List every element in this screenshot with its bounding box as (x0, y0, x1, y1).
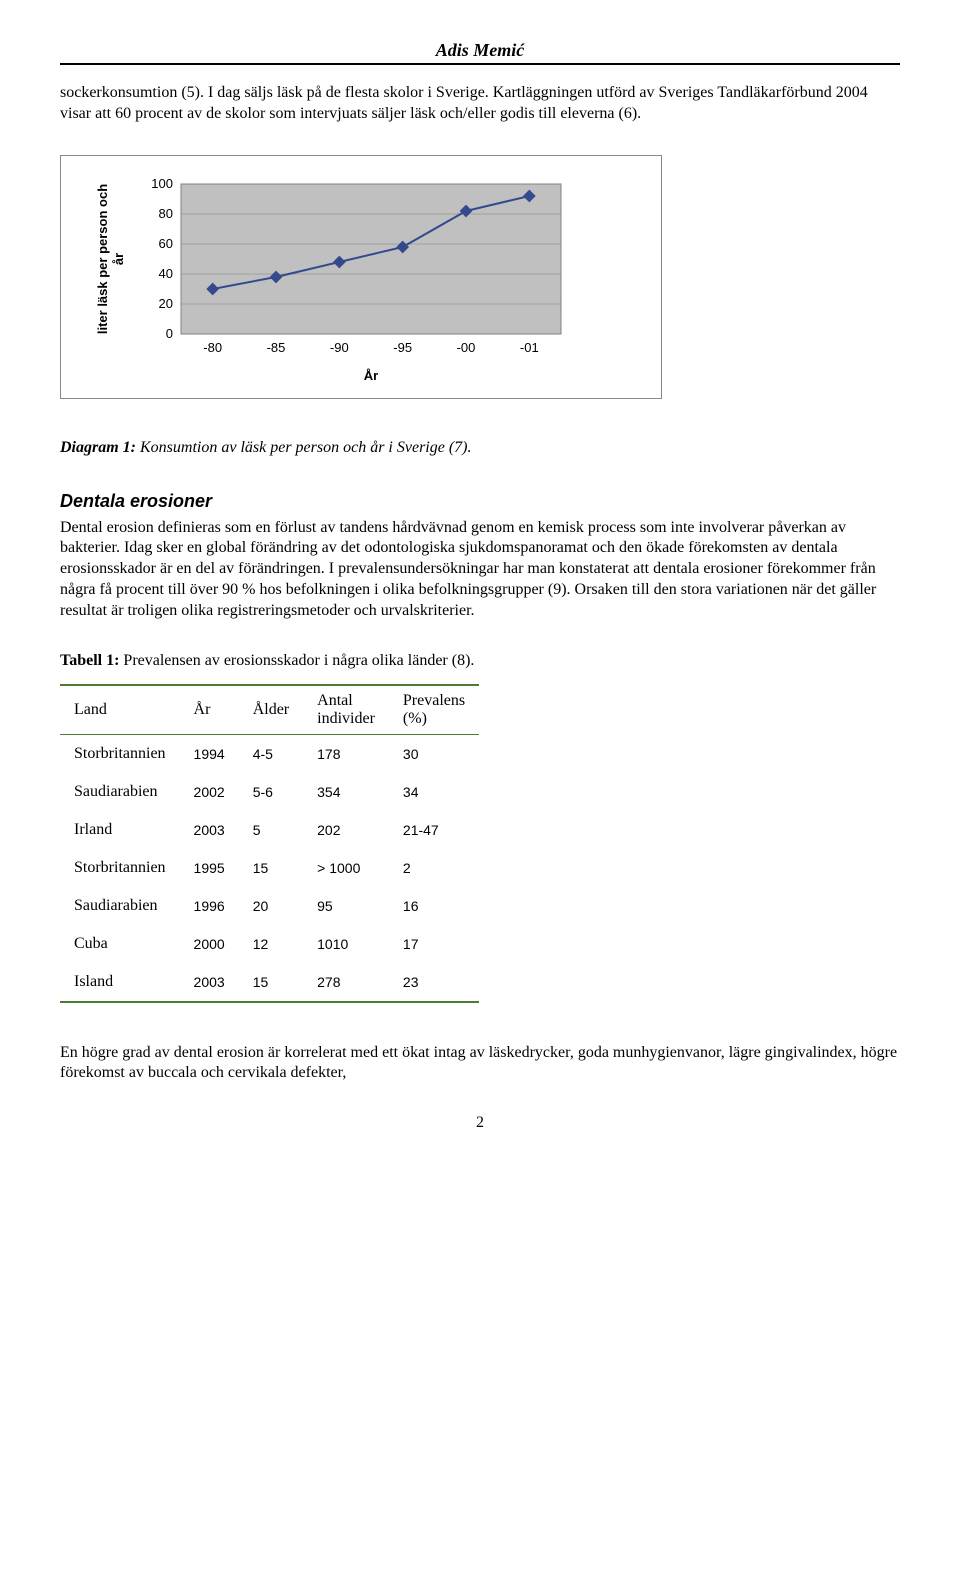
table-row: Saudiarabien1996209516 (60, 887, 479, 925)
svg-text:20: 20 (159, 296, 173, 311)
table-row: Irland2003520221-47 (60, 811, 479, 849)
svg-text:80: 80 (159, 206, 173, 221)
table-row: Storbritannien19944-517830 (60, 735, 479, 773)
consumption-chart: 0 20 40 60 80 100 -80 -85 -90 -95 -00 -01 liter läsk… (81, 174, 601, 384)
svg-text:-80: -80 (203, 340, 222, 355)
page-number: 2 (60, 1114, 900, 1132)
svg-text:-00: -00 (457, 340, 476, 355)
table-caption-prefix: Tabell 1: (60, 652, 123, 669)
svg-text:0: 0 (166, 326, 173, 341)
table-caption: Tabell 1: Prevalensen av erosionsskador … (60, 652, 900, 670)
svg-text:År: År (364, 368, 378, 383)
intro-paragraph: sockerkonsumtion (5). I dag säljs läsk p… (60, 83, 900, 125)
table-row: Island20031527823 (60, 963, 479, 1001)
svg-text:liter läsk per person och: liter läsk per person och (95, 183, 110, 333)
prevalence-table: LandÅrÅlderAntalindividerPrevalens(%)Sto… (60, 684, 479, 1003)
table-header-row: LandÅrÅlderAntalindividerPrevalens(%) (60, 686, 479, 734)
closing-paragraph: En högre grad av dental erosion är korre… (60, 1043, 900, 1085)
header-rule (60, 63, 900, 65)
svg-text:60: 60 (159, 236, 173, 251)
svg-text:-01: -01 (520, 340, 539, 355)
table-row: Saudiarabien20025-635434 (60, 773, 479, 811)
page-author: Adis Memić (60, 40, 900, 61)
svg-text:40: 40 (159, 266, 173, 281)
table-row: Storbritannien199515> 10002 (60, 849, 479, 887)
svg-text:-90: -90 (330, 340, 349, 355)
table-caption-rest: Prevalensen av erosionsskador i några ol… (123, 652, 474, 669)
chart-container: 0 20 40 60 80 100 -80 -85 -90 -95 -00 -01 liter läsk… (60, 155, 662, 399)
section-body: Dental erosion definieras som en förlust… (60, 518, 900, 622)
diagram-caption: Diagram 1: Konsumtion av läsk per person… (60, 439, 900, 457)
diagram-caption-rest: Konsumtion av läsk per person och år i S… (136, 439, 472, 456)
svg-text:år: år (111, 252, 126, 264)
svg-text:-95: -95 (393, 340, 412, 355)
table-row: Cuba200012101017 (60, 925, 479, 963)
section-title: Dentala erosioner (60, 491, 900, 512)
svg-text:-85: -85 (267, 340, 286, 355)
diagram-caption-prefix: Diagram 1: (60, 439, 136, 456)
svg-text:100: 100 (151, 176, 173, 191)
